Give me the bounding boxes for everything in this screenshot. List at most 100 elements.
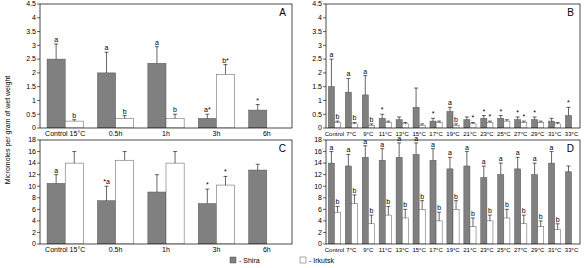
x-tick-label: 23°C (480, 131, 494, 137)
y-tick (323, 186, 326, 187)
y-tick-label: 10 (314, 183, 322, 190)
x-tick-label: 21°C (463, 247, 477, 253)
error-line (523, 215, 524, 224)
error-bar (386, 121, 390, 122)
bar (334, 122, 340, 128)
y-tick (323, 163, 326, 164)
error-cap (346, 154, 350, 155)
annotation: * (224, 168, 227, 175)
bar (532, 120, 538, 128)
bar (532, 175, 538, 244)
error-cap (123, 151, 127, 152)
bar (345, 92, 351, 128)
annotation: b (352, 187, 356, 194)
error-cap (369, 123, 373, 124)
bar (362, 95, 368, 128)
error-cap (363, 145, 367, 146)
y-tick (323, 209, 326, 210)
y-tick (37, 31, 40, 32)
error-cap (256, 104, 260, 105)
error-cap (155, 174, 159, 175)
panel-label: C (279, 143, 286, 154)
bar (504, 218, 510, 244)
error-line (56, 175, 57, 184)
annotation: * (489, 113, 492, 120)
error-cap (550, 151, 554, 152)
y-tick (323, 128, 326, 129)
error-cap (556, 223, 560, 224)
error-bar (72, 152, 76, 164)
annotation: a (482, 158, 486, 165)
x-tick-label: 7°C (346, 247, 357, 253)
error-line (405, 209, 406, 218)
annotation: b (369, 116, 373, 123)
bar (47, 59, 65, 128)
annotation: a (448, 149, 452, 156)
error-line (207, 189, 208, 203)
error-bar (403, 122, 407, 123)
x-tick-label: Control 15°C (45, 130, 85, 137)
x-tick-label: 1h (162, 130, 170, 137)
bars (47, 152, 267, 244)
annotation: b (352, 114, 356, 121)
bar (116, 118, 134, 128)
y-tick-label: 8 (32, 194, 36, 201)
bar (436, 122, 442, 128)
error-cap (465, 116, 469, 117)
bar (447, 169, 453, 244)
annotation: b (403, 201, 407, 208)
annotation: a (499, 155, 503, 162)
bar (385, 122, 391, 128)
y-tick (37, 72, 40, 73)
bar (555, 230, 561, 244)
error-bar (420, 201, 424, 210)
error-line (568, 107, 569, 115)
bar (385, 215, 391, 244)
error-bar (499, 116, 503, 119)
error-line (416, 88, 417, 107)
bar (430, 160, 436, 244)
y-tick (37, 209, 40, 210)
bar (345, 166, 351, 244)
y-tick (37, 100, 40, 101)
annotation: * (482, 108, 485, 115)
error-bar (363, 146, 367, 158)
annotation: * (499, 108, 502, 115)
x-tick-label: 33°C (565, 247, 579, 253)
bar (464, 166, 470, 244)
bar (538, 227, 544, 244)
bar (396, 157, 402, 244)
y-tick (37, 186, 40, 187)
error-line (472, 218, 473, 227)
error-bar (54, 175, 58, 184)
error-cap (516, 157, 520, 158)
error-cap (488, 121, 492, 122)
panel-label: A (279, 7, 286, 18)
y-tick-label: 12 (314, 171, 322, 178)
bar (487, 221, 493, 244)
annotation: a (105, 44, 109, 51)
error-line (422, 201, 423, 210)
y-tick-label: 4 (32, 217, 36, 224)
error-bar (522, 215, 526, 224)
y-tick-label: 6 (318, 206, 322, 213)
error-line (399, 143, 400, 157)
bar (402, 218, 408, 244)
x-tick-label: 25°C (497, 131, 511, 137)
error-cap (386, 121, 390, 122)
x-tick-label: 21°C (463, 131, 477, 137)
y-tick-label: 12 (28, 171, 36, 178)
x-tick-label: Control (325, 131, 344, 137)
error-bar (205, 114, 209, 118)
x-tick-label: 9°C (363, 247, 374, 253)
y-tick (37, 59, 40, 60)
error-cap (499, 163, 503, 164)
bar (453, 125, 459, 128)
error-line (500, 116, 501, 119)
y-tick-label: 2.5 (26, 55, 36, 62)
y-tick (323, 232, 326, 233)
error-bar (363, 76, 367, 95)
annotation: a (363, 68, 367, 75)
x-tick-label: 29°C (531, 131, 545, 137)
error-line (175, 152, 176, 164)
